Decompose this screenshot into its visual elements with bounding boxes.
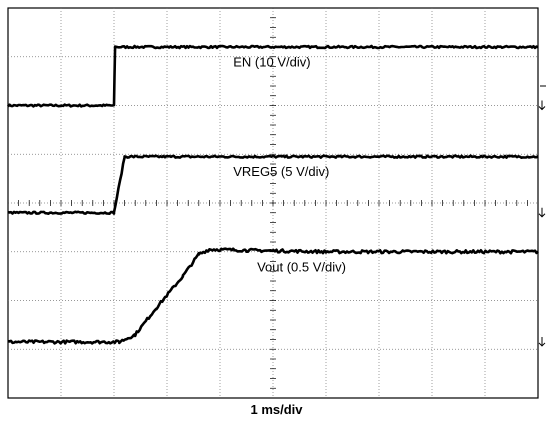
channel-marker-icon bbox=[538, 100, 546, 111]
trace-3 bbox=[7, 247, 539, 345]
trace-label-3: Vout (0.5 V/div) bbox=[257, 259, 346, 274]
trace-2 bbox=[7, 154, 539, 215]
channel-marker-icon bbox=[538, 207, 546, 218]
trace-1 bbox=[7, 44, 539, 108]
channel-markers bbox=[538, 85, 546, 347]
channel-marker-icon bbox=[538, 336, 546, 347]
trace-label-2: VREG5 (5 V/div) bbox=[233, 164, 329, 179]
traces bbox=[7, 44, 539, 345]
trace-label-1: EN (10 V/div) bbox=[233, 55, 310, 70]
x-axis-label: 1 ms/div bbox=[250, 402, 303, 417]
trace-labels: EN (10 V/div) VREG5 (5 V/div) Vout (0.5 V/… bbox=[233, 55, 346, 275]
graticule bbox=[7, 7, 539, 399]
